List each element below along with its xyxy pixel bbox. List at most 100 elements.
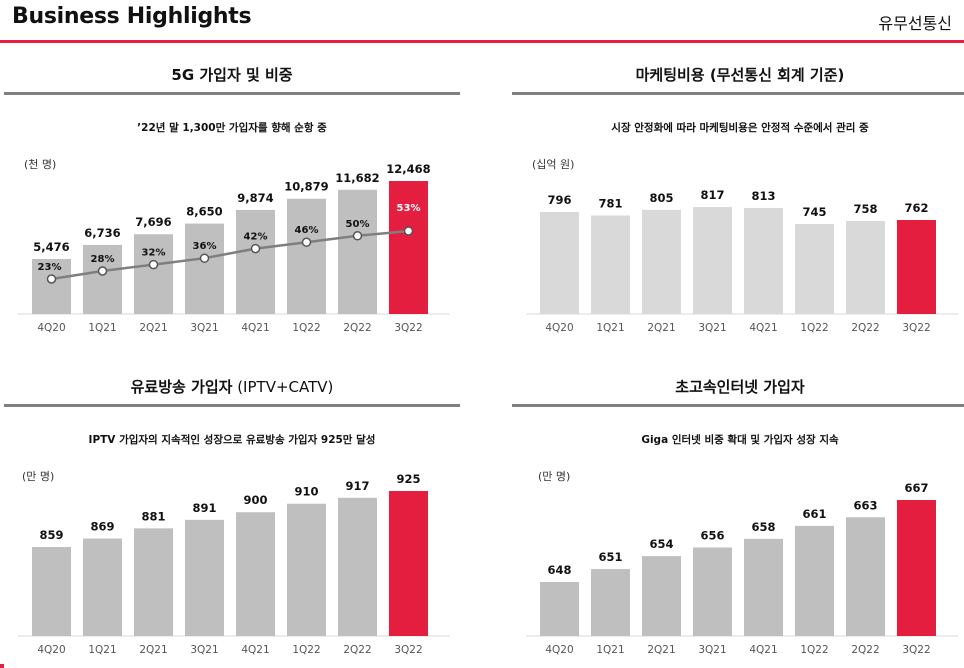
tick-label: 1Q22 — [800, 644, 828, 656]
panel-title: 5G 가입자 및 비중 — [4, 64, 460, 85]
page-title: Business Highlights — [12, 4, 252, 29]
panel-title-text: 초고속인터넷 가입자 — [675, 378, 805, 396]
bar-2Q21 — [134, 528, 173, 636]
unit-label: (천 명) — [24, 158, 57, 171]
panel-divider — [512, 92, 964, 95]
bar-4Q21 — [744, 538, 783, 636]
chart-broadband-subscribers: 648 4Q20 651 1Q21 654 2Q21 656 3Q21 658 4Q21 661 1Q… — [526, 481, 958, 656]
bar-4Q21 — [744, 207, 783, 314]
tick-label: 1Q22 — [292, 322, 320, 334]
panel-note: Giga 인터넷 비중 확대 및 가입자 성장 지속 — [641, 434, 839, 446]
tick-label: 1Q21 — [88, 644, 116, 656]
tick-label: 3Q21 — [190, 644, 218, 656]
bar-1Q21 — [83, 244, 122, 314]
unit-label: (십억 원) — [532, 158, 575, 171]
share-point — [301, 237, 312, 247]
tick-label: 2Q22 — [343, 322, 371, 334]
panel-divider — [4, 92, 460, 95]
bar-4Q20 — [32, 547, 71, 636]
panel-title: 마케팅비용 (무선통신 회계 기준) — [512, 64, 964, 85]
share-point — [403, 226, 414, 236]
panel-title: 초고속인터넷 가입자 — [512, 376, 964, 397]
bar-4Q20 — [540, 582, 579, 636]
bar-3Q21 — [185, 223, 224, 314]
panel-title: 유료방송 가입자 (IPTV+CATV) — [4, 376, 460, 397]
share-point — [148, 259, 159, 270]
share-line — [51, 229, 409, 281]
value-label: 11,682 — [335, 171, 379, 185]
bar-1Q21 — [591, 569, 630, 636]
value-label: 869 — [90, 520, 114, 534]
value-label: 6,736 — [84, 226, 120, 240]
bar-2Q22 — [338, 497, 377, 636]
panel-title-text: 5G 가입자 및 비중 — [171, 66, 293, 84]
share-label: 23% — [38, 262, 62, 273]
bar-4Q21 — [236, 209, 275, 314]
value-label: 7,696 — [135, 215, 171, 229]
tick-label: 1Q21 — [596, 644, 624, 656]
share-label: 28% — [91, 254, 115, 265]
bar-3Q21 — [693, 547, 732, 636]
panel-divider — [4, 404, 460, 407]
value-label: 658 — [751, 520, 775, 534]
value-label: 781 — [598, 197, 622, 211]
tick-label: 4Q21 — [241, 644, 269, 656]
tick-label: 4Q21 — [749, 322, 777, 334]
share-label: 42% — [244, 232, 268, 243]
bar-2Q22 — [846, 220, 885, 314]
corner-accent — [0, 664, 4, 668]
bar-2Q21 — [642, 209, 681, 314]
tick-label: 3Q22 — [394, 644, 422, 656]
share-label: 36% — [193, 241, 217, 252]
value-label: 9,874 — [237, 191, 273, 205]
bar-2Q22 — [338, 189, 377, 314]
panel-note: IPTV 가입자의 지속적인 성장으로 유료방송 가입자 925만 달성 — [88, 434, 376, 446]
section-tag: 유무선통신 — [878, 14, 952, 33]
value-label: 805 — [649, 191, 673, 205]
value-label: 648 — [547, 563, 571, 577]
share-label: 50% — [346, 219, 370, 230]
value-label: 796 — [547, 193, 571, 207]
bar-4Q20 — [540, 211, 579, 314]
tick-label: 2Q21 — [139, 322, 167, 334]
share-point — [250, 243, 261, 254]
bar-2Q21 — [642, 556, 681, 636]
panel-title-suffix: (IPTV+CATV) — [232, 378, 334, 396]
value-label: 667 — [904, 481, 928, 495]
tick-label: 4Q20 — [545, 644, 573, 656]
value-label: 762 — [904, 201, 928, 215]
unit-label: (만 명) — [538, 470, 571, 483]
tick-label: 1Q22 — [800, 322, 828, 334]
bar-1Q22 — [287, 503, 326, 636]
bar-1Q21 — [591, 215, 630, 314]
tick-label: 4Q20 — [545, 322, 573, 334]
value-label: 661 — [802, 507, 826, 521]
value-label: 817 — [700, 188, 724, 202]
share-point — [46, 274, 57, 284]
tick-label: 2Q22 — [851, 644, 879, 656]
bar-1Q22 — [287, 198, 326, 314]
unit-label: (만 명) — [22, 470, 55, 483]
share-label: 32% — [142, 248, 166, 259]
chart-pay-tv-subscribers: 859 4Q20 869 1Q21 881 2Q21 891 3Q21 900 4Q21 910 1Q… — [18, 472, 450, 656]
bar-3Q22 — [897, 219, 936, 314]
share-label: 46% — [295, 225, 319, 236]
tick-label: 3Q21 — [698, 322, 726, 334]
bar-3Q21 — [185, 519, 224, 636]
value-label: 663 — [853, 498, 877, 512]
panel-note: ’22년 말 1,300만 가입자를 향해 순항 중 — [137, 122, 327, 134]
tick-label: 1Q21 — [88, 322, 116, 334]
bar-4Q20 — [32, 259, 71, 314]
value-label: 745 — [802, 205, 826, 219]
value-label: 900 — [243, 493, 267, 507]
bar-3Q22 — [389, 181, 428, 314]
share-point — [199, 253, 210, 263]
bar-1Q22 — [795, 525, 834, 636]
value-label: 881 — [141, 509, 165, 523]
value-label: 813 — [751, 189, 775, 203]
share-point — [97, 266, 108, 276]
bar-4Q21 — [236, 512, 275, 636]
panel-title-text: 유료방송 가입자 — [130, 378, 233, 396]
value-label: 654 — [649, 537, 673, 551]
share-label: 53% — [397, 203, 421, 214]
